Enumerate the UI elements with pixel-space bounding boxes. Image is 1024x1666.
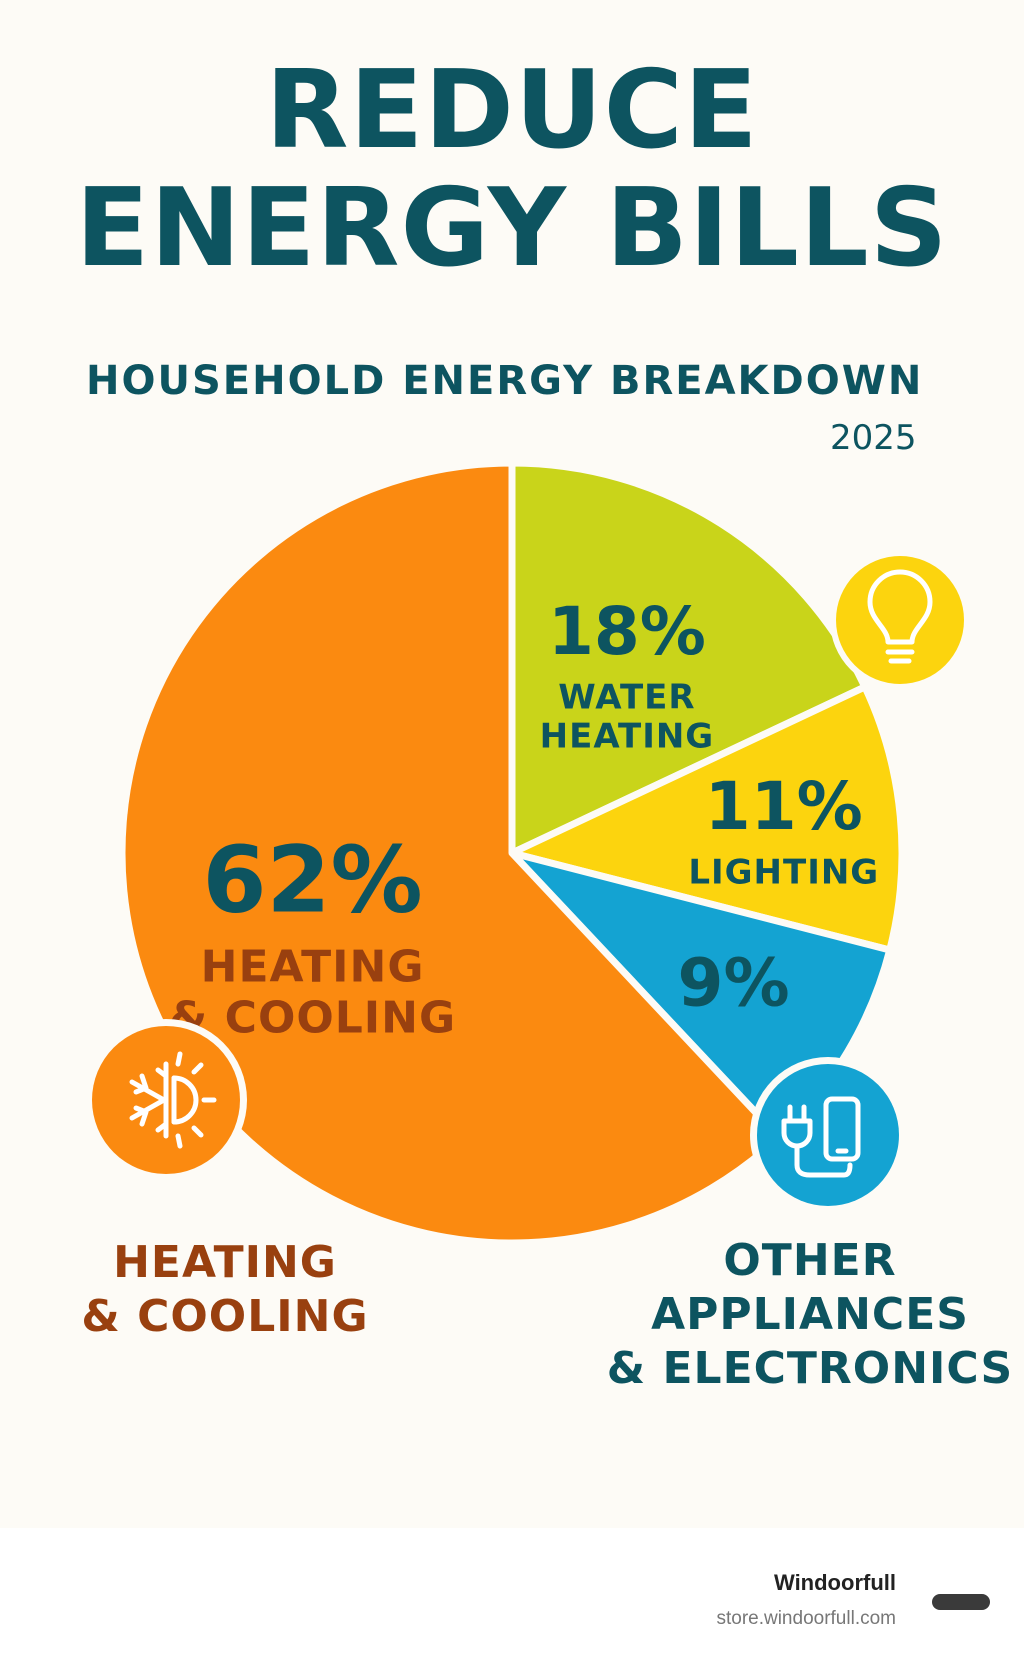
slice-percent-label-2: 9% xyxy=(678,944,790,1021)
page-title: REDUCE ENERGY BILLS xyxy=(0,52,1024,288)
title-line-1: REDUCE xyxy=(265,48,759,173)
title-line-2: ENERGY BILLS xyxy=(75,166,949,291)
heating-caption-line-1: HEATING xyxy=(113,1237,337,1288)
heating-caption-line-2: & COOLING xyxy=(81,1291,369,1342)
footer xyxy=(0,1528,1024,1666)
brand-name[interactable]: Windoorfull xyxy=(774,1570,896,1595)
slice-name-label-3-1: & COOLING xyxy=(169,992,456,1043)
energy-pie-chart: 18%WATERHEATING11%LIGHTING9%62%HEATING& … xyxy=(85,459,970,1247)
other-caption-line-3: & ELECTRONICS xyxy=(606,1343,1014,1394)
chart-year: 2025 xyxy=(830,418,917,458)
slice-percent-label-1: 11% xyxy=(705,768,863,845)
slice-percent-label-0: 18% xyxy=(548,593,706,670)
slice-name-label-1-0: LIGHTING xyxy=(688,853,879,893)
lightbulb-icon xyxy=(830,550,970,690)
brand-url[interactable]: store.windoorfull.com xyxy=(716,1608,896,1629)
slice-percent-label-3: 62% xyxy=(202,826,422,933)
other-appliances-caption: OTHER APPLIANCES & ELECTRONICS xyxy=(600,1234,1020,1396)
slice-name-label-0-0: WATER xyxy=(558,678,695,718)
other-caption-line-1: OTHER xyxy=(723,1235,897,1286)
slice-name-label-0-1: HEATING xyxy=(540,717,715,757)
slice-name-label-3-0: HEATING xyxy=(201,942,425,993)
pie-slice-3 xyxy=(118,459,783,1247)
other-caption-line-2: APPLIANCES xyxy=(651,1289,969,1340)
pie-slice-1 xyxy=(508,683,906,954)
heating-cooling-caption: HEATING & COOLING xyxy=(60,1236,390,1344)
brand-badge-icon xyxy=(932,1594,990,1610)
chart-subtitle: HOUSEHOLD ENERGY BREAKDOWN xyxy=(86,358,924,404)
plug-phone-icon xyxy=(750,1057,906,1213)
snowflake-sun-icon xyxy=(85,1019,247,1181)
